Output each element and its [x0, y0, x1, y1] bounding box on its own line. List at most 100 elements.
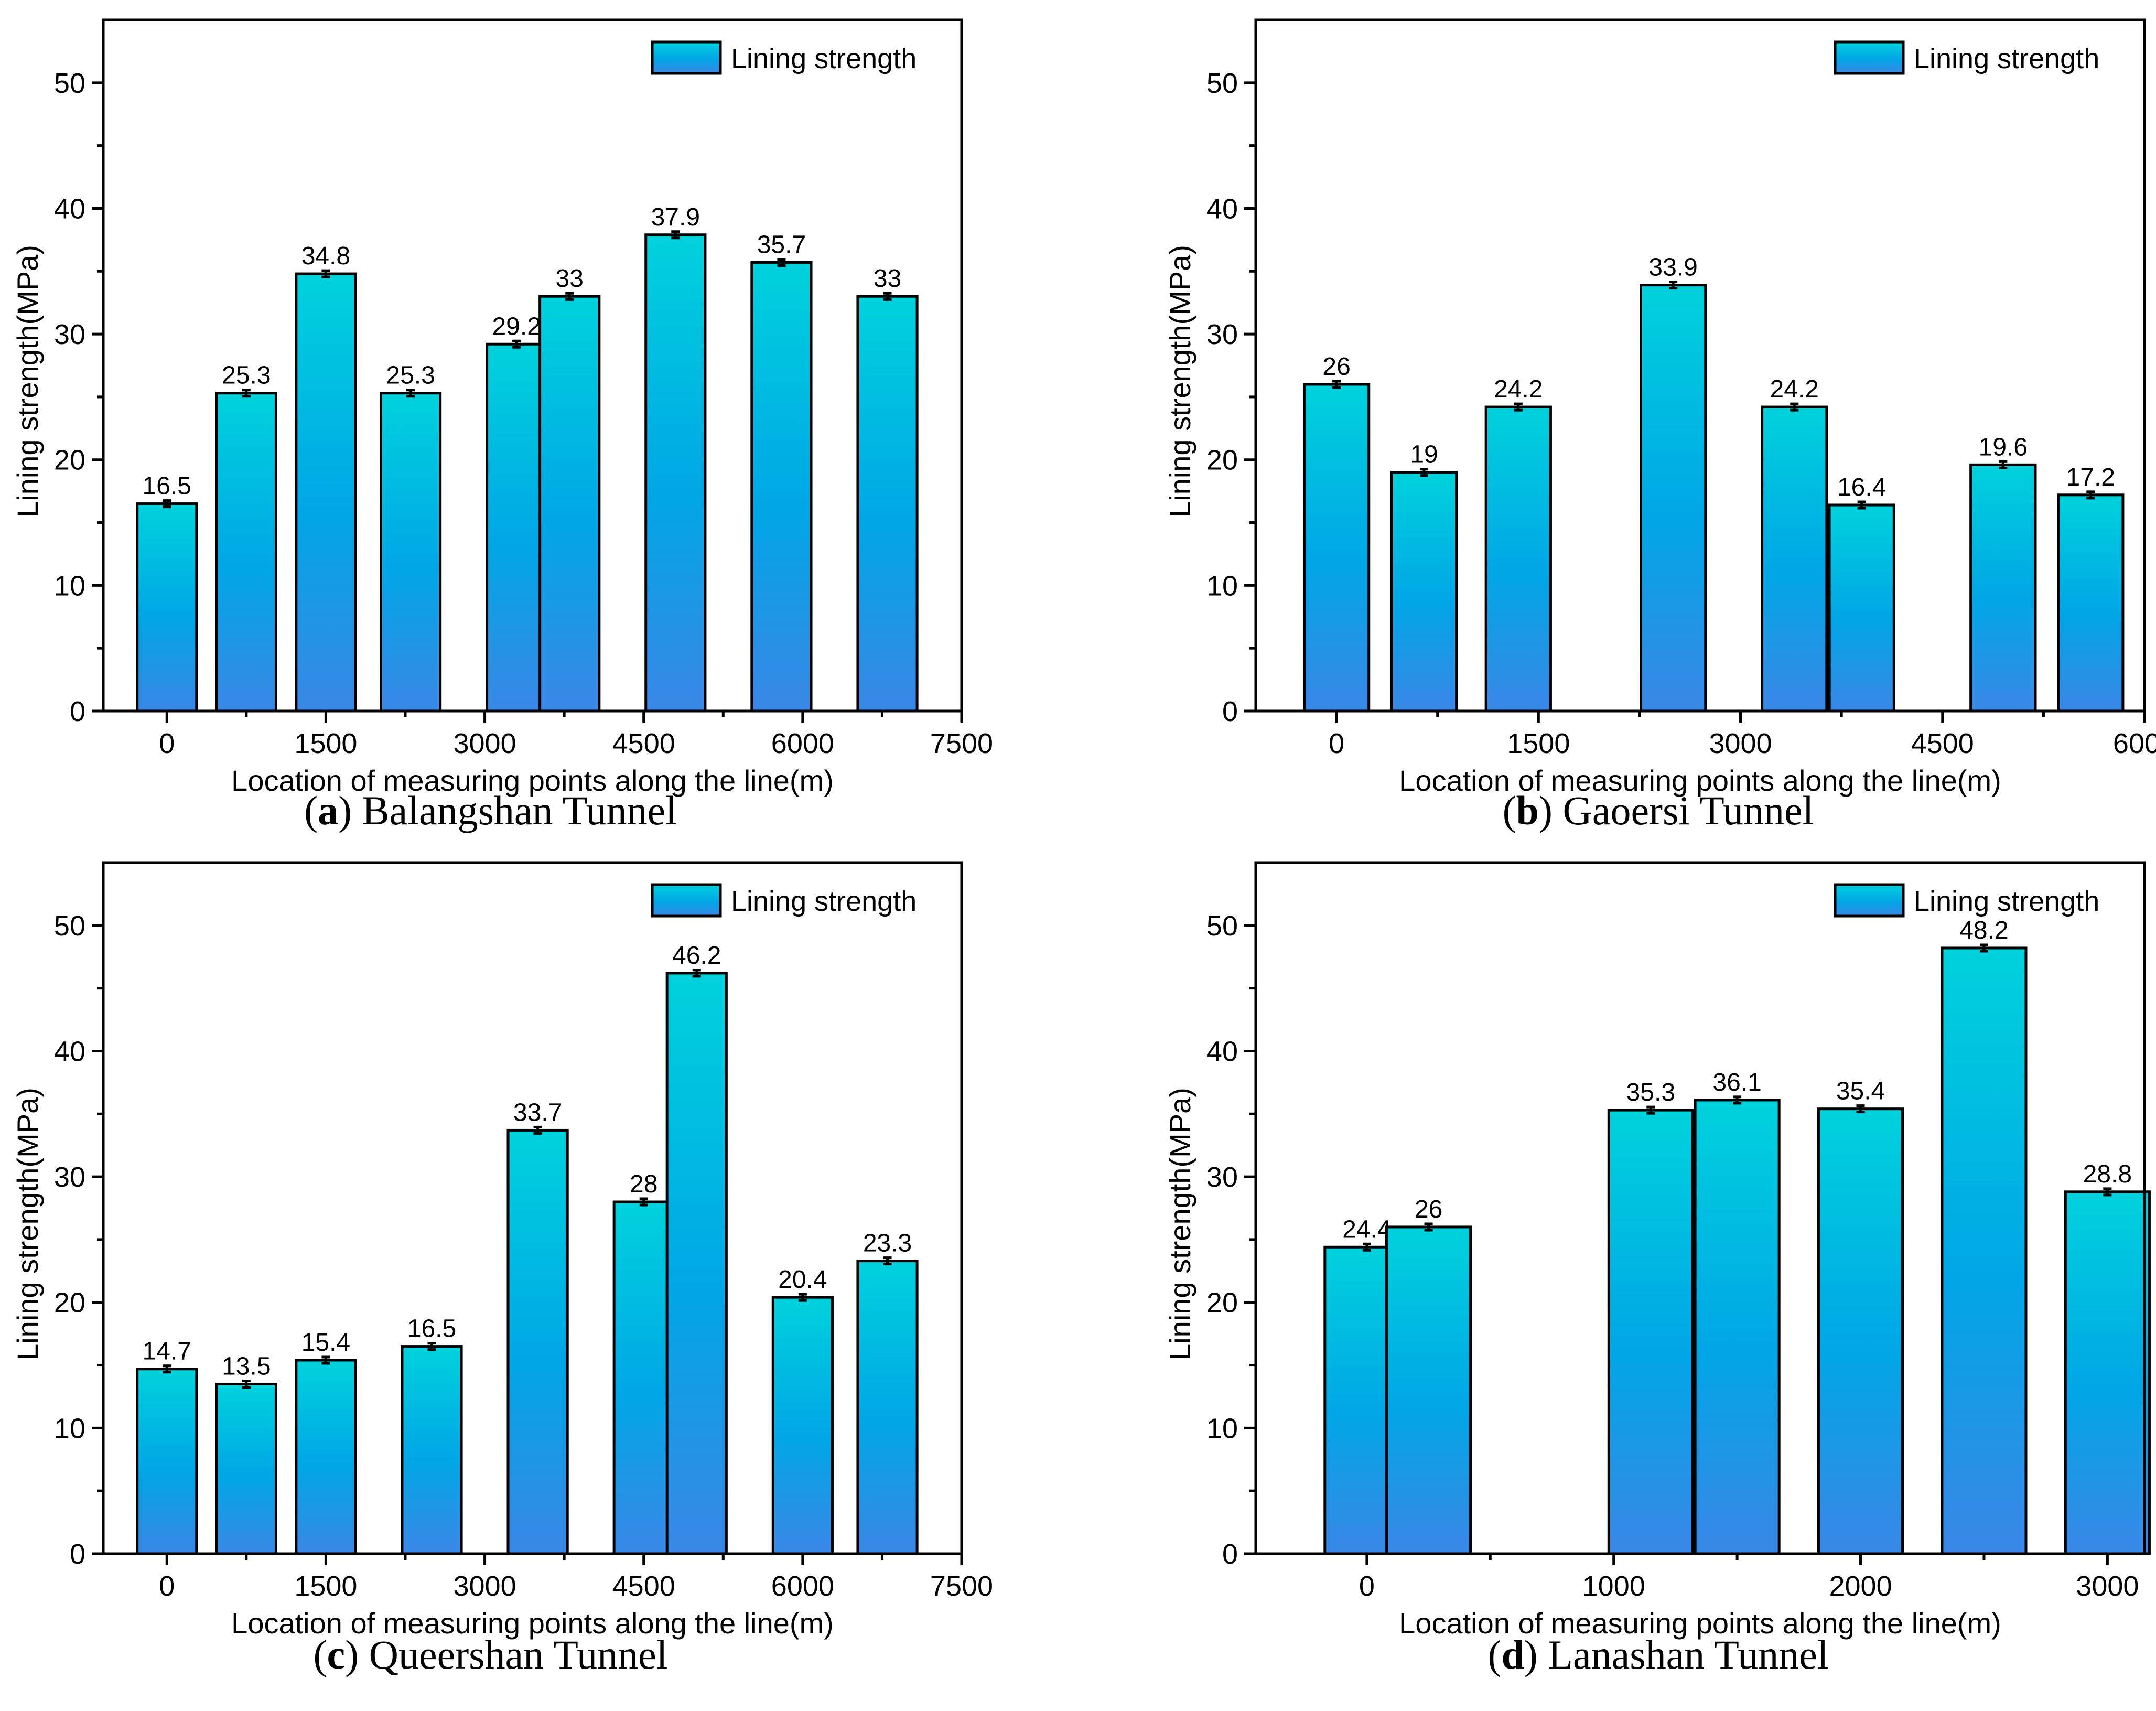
- data-label: 17.2: [2066, 464, 2115, 491]
- bar: [136, 1368, 198, 1555]
- chart-panel-c: 14.7 13.5 15.4 16.5 33.7 28 46.2 20.4 23.3 0 1500 3…: [11, 861, 993, 1677]
- data-label: 23.3: [863, 1230, 912, 1257]
- data-label: 28: [630, 1170, 657, 1198]
- y-tick-label: 30: [54, 319, 85, 350]
- data-label: 28.8: [2083, 1160, 2132, 1188]
- bar: [538, 295, 601, 713]
- data-label: 16.4: [1837, 474, 1886, 501]
- bar: [215, 392, 277, 713]
- y-tick-label: 10: [1206, 1413, 1238, 1444]
- y-tick-label: 20: [54, 1287, 85, 1319]
- x-tick-label: 2000: [1829, 1570, 1892, 1602]
- x-tick-label: 4500: [1911, 728, 1974, 759]
- y-tick-label: 10: [54, 570, 85, 601]
- data-label: 19.6: [1979, 433, 2028, 461]
- y-axis-title: Lining strength(MPa): [1163, 245, 1196, 518]
- legend-swatch: [651, 883, 722, 918]
- bar: [1607, 1109, 1694, 1555]
- data-label: 15.4: [301, 1329, 350, 1357]
- x-tick-label: 1500: [294, 728, 357, 759]
- data-label: 48.2: [1959, 917, 2008, 944]
- y-tick-label: 0: [70, 696, 85, 727]
- plot-frame: [1254, 18, 2146, 713]
- data-label: 34.8: [301, 242, 350, 270]
- legend-label: Lining strength: [1914, 886, 2099, 917]
- x-tick-label: 6000: [771, 1570, 834, 1602]
- data-label: 25.3: [222, 362, 271, 390]
- bar: [1385, 1225, 1472, 1555]
- panel-caption: (b) Gaoersi Tunnel: [1503, 788, 1814, 833]
- legend-swatch: [1834, 883, 1905, 918]
- bar: [295, 272, 357, 713]
- y-tick-label: 30: [1206, 319, 1238, 350]
- x-tick-label: 3000: [453, 1570, 516, 1602]
- data-label: 20.4: [778, 1266, 827, 1294]
- y-axis-title: Lining strength(MPa): [11, 1088, 44, 1360]
- x-axis-title: Location of measuring points along the l…: [231, 1607, 834, 1640]
- data-label: 24.4: [1342, 1215, 1391, 1243]
- legend-swatch: [651, 40, 722, 75]
- y-tick-label: 0: [70, 1538, 85, 1570]
- data-label: 26: [1322, 353, 1350, 381]
- bar: [750, 261, 813, 713]
- legend-label: Lining strength: [731, 886, 917, 917]
- x-tick-label: 3000: [2076, 1570, 2139, 1602]
- y-tick-label: 20: [54, 445, 85, 476]
- y-tick-label: 20: [1206, 445, 1238, 476]
- x-tick-label: 3000: [1709, 728, 1772, 759]
- x-axis-title: Location of measuring points along the l…: [1399, 1607, 2001, 1640]
- bar: [771, 1296, 834, 1555]
- data-label: 16.5: [407, 1315, 456, 1343]
- bar: [856, 1260, 919, 1555]
- y-tick-label: 10: [1206, 570, 1238, 601]
- x-tick-label: 3000: [453, 728, 516, 759]
- y-tick-label: 50: [1206, 68, 1238, 99]
- y-tick-label: 20: [1206, 1287, 1238, 1319]
- data-label: 13.5: [222, 1352, 271, 1380]
- y-tick-label: 40: [54, 193, 85, 224]
- bar: [379, 392, 442, 713]
- bar: [1302, 383, 1371, 713]
- bar: [1484, 405, 1552, 713]
- bar: [1941, 946, 2028, 1555]
- data-label: 46.2: [672, 942, 721, 970]
- x-axis-title: Location of measuring points along the l…: [1399, 764, 2001, 797]
- bar: [1694, 1099, 1781, 1555]
- y-tick-label: 50: [54, 68, 85, 99]
- y-tick-label: 40: [1206, 193, 1238, 224]
- x-tick-label: 4500: [612, 728, 675, 759]
- data-label: 36.1: [1712, 1069, 1761, 1096]
- bar: [1390, 471, 1458, 713]
- x-tick-label: 1500: [1507, 728, 1570, 759]
- legend-label: Lining strength: [1914, 43, 2099, 74]
- x-tick-label: 0: [1359, 1570, 1375, 1602]
- x-axis-title: Location of measuring points along the l…: [231, 764, 834, 797]
- panel-caption: (c) Queershan Tunnel: [314, 1632, 668, 1677]
- x-tick-label: 1000: [1582, 1570, 1645, 1602]
- bar: [506, 1128, 569, 1555]
- y-tick-label: 30: [1206, 1161, 1238, 1193]
- bar: [856, 295, 919, 713]
- bar: [1828, 503, 1895, 713]
- bar: [644, 233, 707, 713]
- data-label: 37.9: [651, 203, 700, 231]
- data-label: 35.7: [757, 231, 806, 259]
- x-tick-label: 0: [159, 728, 175, 759]
- bar: [486, 342, 548, 713]
- plot-frame: [1254, 861, 2146, 1555]
- data-label: 33: [874, 265, 901, 293]
- y-axis-title: Lining strength(MPa): [11, 245, 44, 518]
- bar: [612, 1200, 675, 1555]
- legend-label: Lining strength: [731, 43, 917, 74]
- x-tick-label: 0: [1329, 728, 1344, 759]
- data-label: 24.2: [1770, 375, 1819, 403]
- bar: [1969, 463, 2037, 713]
- data-label: 33: [556, 265, 584, 293]
- x-tick-label: 4500: [612, 1570, 675, 1602]
- y-tick-label: 10: [54, 1413, 85, 1444]
- x-tick-label: 1500: [294, 1570, 357, 1602]
- y-axis-title: Lining strength(MPa): [1163, 1088, 1196, 1360]
- x-tick-label: 7500: [930, 728, 993, 759]
- data-label: 26: [1415, 1196, 1442, 1223]
